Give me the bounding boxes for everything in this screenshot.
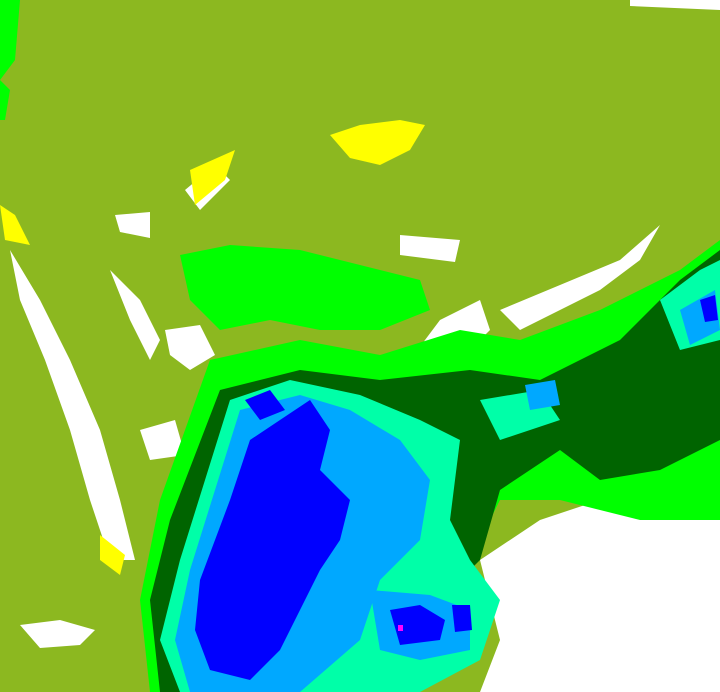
bright-green-region [180, 245, 430, 330]
white-regions [10, 0, 720, 692]
blue-region [195, 400, 350, 680]
magenta-regions [398, 625, 403, 631]
blue-region [245, 390, 285, 420]
bright-green-region [0, 0, 20, 80]
yellow-regions [0, 120, 425, 575]
white-region [10, 250, 135, 560]
bright-green-region [0, 80, 10, 120]
blue-region [700, 295, 718, 322]
yellow-region [330, 120, 425, 165]
white-region [20, 620, 95, 648]
white-region [480, 500, 720, 692]
yellow-region [190, 150, 235, 205]
white-region [110, 270, 160, 360]
light-blue-region [525, 380, 560, 410]
blue-region [390, 605, 445, 645]
white-region [630, 0, 720, 10]
white-region [140, 420, 185, 460]
white-region [400, 235, 460, 262]
white-region [165, 325, 215, 370]
blue-region [452, 605, 472, 632]
yellow-region [100, 535, 125, 575]
blue-regions [195, 295, 718, 680]
white-region [500, 225, 660, 330]
yellow-region [0, 205, 30, 245]
white-region [115, 212, 150, 238]
magenta-cell [398, 625, 403, 631]
